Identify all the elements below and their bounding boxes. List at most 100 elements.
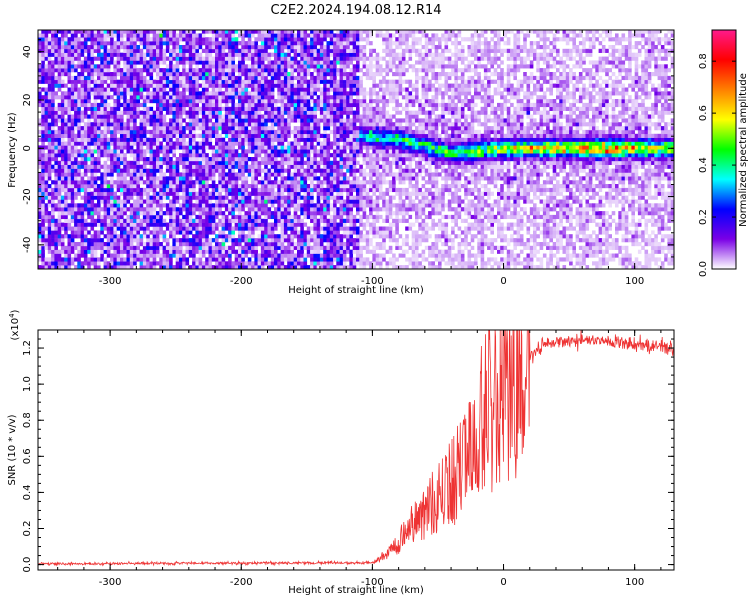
spectrogram-cell xyxy=(303,41,308,46)
spectrogram-cell xyxy=(110,195,114,200)
spectrogram-cell xyxy=(274,245,278,250)
spectrogram-cell xyxy=(165,75,170,81)
spectrogram-cell xyxy=(156,253,160,258)
spectrogram-cell xyxy=(201,68,206,73)
spectrogram-cell xyxy=(188,64,193,69)
spectrogram-cell xyxy=(310,203,314,208)
spectrogram-cell xyxy=(139,172,144,177)
spectrogram-cell xyxy=(228,153,232,158)
spectrogram-cell xyxy=(139,187,144,193)
spectrogram-cell xyxy=(283,207,288,212)
spectrogram-cell xyxy=(218,242,222,247)
spectrogram-cell xyxy=(188,222,193,227)
spectrogram-cell xyxy=(169,245,173,250)
spectrogram-cell xyxy=(208,72,213,77)
spectrogram-cell xyxy=(221,79,226,84)
spectrogram-cell xyxy=(175,129,180,135)
spectrogram-cell xyxy=(80,48,85,53)
spectrogram-cell xyxy=(323,33,327,38)
spectrogram-cell xyxy=(290,249,294,254)
spectrogram-cell xyxy=(205,141,209,146)
spectrogram-cell xyxy=(221,45,226,50)
spectrogram-cell xyxy=(316,168,321,173)
spectrogram-cell xyxy=(162,176,167,181)
spectrogram-cell xyxy=(247,133,252,138)
spectrogram-cell xyxy=(264,122,268,127)
spectrogram-cell xyxy=(172,265,176,270)
spectrogram-cell xyxy=(70,172,75,177)
spectrogram-cell xyxy=(175,184,180,189)
spectrogram-cell xyxy=(234,52,239,57)
spectrogram-cell xyxy=(67,153,72,158)
spectrogram-cell xyxy=(165,137,170,142)
spectrogram-cell xyxy=(215,37,219,42)
spectrogram-cell xyxy=(260,238,265,243)
spectrogram-cell xyxy=(74,79,78,84)
spectrogram-cell xyxy=(316,129,321,135)
spectrogram-cell xyxy=(47,99,52,104)
spectrogram-cell xyxy=(44,172,49,177)
spectrogram-cell xyxy=(54,245,58,250)
spectrogram-cell xyxy=(44,95,49,100)
spectrogram-cell xyxy=(47,41,52,46)
spectrogram-cell xyxy=(83,99,88,104)
spectrogram-cell xyxy=(188,184,193,189)
spectrogram-cell xyxy=(251,226,255,231)
spectrogram-cell xyxy=(280,64,285,69)
spectrogram-cell xyxy=(83,184,88,189)
spectrogram-cell xyxy=(277,172,281,177)
spectrogram-cell xyxy=(192,184,196,189)
spectrogram-cell xyxy=(323,114,327,119)
spectrogram-cell xyxy=(201,184,206,189)
spectrogram-cell xyxy=(283,226,288,231)
spectrogram-cell xyxy=(192,79,196,84)
spectrogram-cell xyxy=(67,60,72,65)
spectrogram-cell xyxy=(198,99,203,104)
spectrogram-cell xyxy=(110,157,114,162)
spectrogram-cell xyxy=(159,176,163,181)
spectrogram-cell xyxy=(238,265,242,270)
spectrogram-cell xyxy=(234,191,239,196)
spectrogram-cell xyxy=(198,52,203,57)
spectrogram-cell xyxy=(162,245,167,250)
spectrogram-cell xyxy=(257,238,262,243)
spectrogram-cell xyxy=(60,52,65,57)
spectrogram-cell xyxy=(303,72,308,77)
spectrogram-cell xyxy=(87,238,91,243)
spectrogram-cell xyxy=(185,37,190,42)
spectrogram-cell xyxy=(224,218,229,223)
spectrogram-cell xyxy=(303,87,308,92)
spectrogram-cell xyxy=(169,106,173,111)
spectrogram-cell xyxy=(316,218,321,223)
spectrogram-cell xyxy=(47,126,52,131)
spectrogram-cell xyxy=(211,226,216,231)
spectrogram-cell xyxy=(54,129,58,135)
spectrogram-cell xyxy=(182,129,186,135)
spectrogram-cell xyxy=(146,184,150,189)
spectrogram-cell xyxy=(251,45,255,50)
spectrogram-cell xyxy=(241,145,245,150)
spectrogram-cell xyxy=(264,184,268,189)
spectrogram-cell xyxy=(169,187,173,193)
spectrogram-cell xyxy=(70,95,75,100)
spectrogram-cell xyxy=(195,91,199,96)
spectrogram-cell xyxy=(205,207,209,212)
spectrogram-cell xyxy=(41,122,45,127)
spectrogram-cell xyxy=(142,110,147,115)
spectrogram-cell xyxy=(319,172,324,177)
spectrogram-cell xyxy=(287,29,291,34)
spectrogram-cell xyxy=(211,238,216,243)
spectrogram-cell xyxy=(306,64,311,69)
spectrogram-cell xyxy=(293,75,298,81)
spectrogram-cell xyxy=(142,149,147,154)
spectrogram-cell xyxy=(169,253,173,258)
spectrogram-cell xyxy=(280,160,285,165)
spectrogram-cell xyxy=(228,64,232,69)
spectrogram-cell xyxy=(77,129,81,135)
spectrogram-cell xyxy=(179,195,183,200)
spectrogram-cell xyxy=(100,75,104,81)
spectrogram-cell xyxy=(251,122,255,127)
spectrogram-cell xyxy=(316,56,321,61)
spectrogram-cell xyxy=(188,60,193,65)
spectrogram-cell xyxy=(100,153,104,158)
